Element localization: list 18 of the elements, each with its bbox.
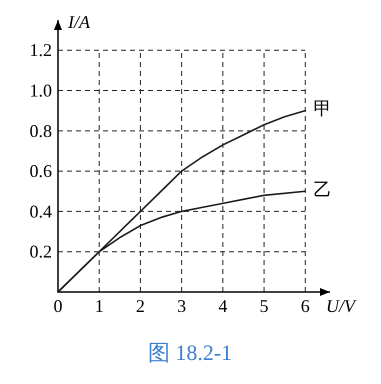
y-tick-label: 0.8 [30, 120, 52, 141]
series-label: 甲 [313, 98, 332, 119]
y-tick-label: 1.0 [30, 80, 52, 101]
x-tick-label: 4 [218, 296, 228, 316]
x-tick-label: 3 [177, 296, 186, 316]
x-tick-label: 1 [94, 296, 104, 316]
x-tick-label: 0 [54, 296, 62, 316]
x-tick-label: 5 [260, 296, 269, 316]
y-tick-label: 0.2 [30, 242, 52, 262]
y-tick-label: 0.6 [30, 161, 52, 182]
x-axis-title: U/V [326, 296, 357, 316]
y-tick-label: 1.2 [30, 40, 52, 60]
y-tick-label: 0.4 [30, 201, 52, 222]
series-label: 乙 [313, 179, 332, 200]
caption: 图 18.2-1 [148, 340, 232, 365]
x-tick-label: 2 [136, 296, 145, 316]
y-axis-title: I/A [67, 12, 91, 32]
x-tick-label: 6 [300, 296, 310, 316]
